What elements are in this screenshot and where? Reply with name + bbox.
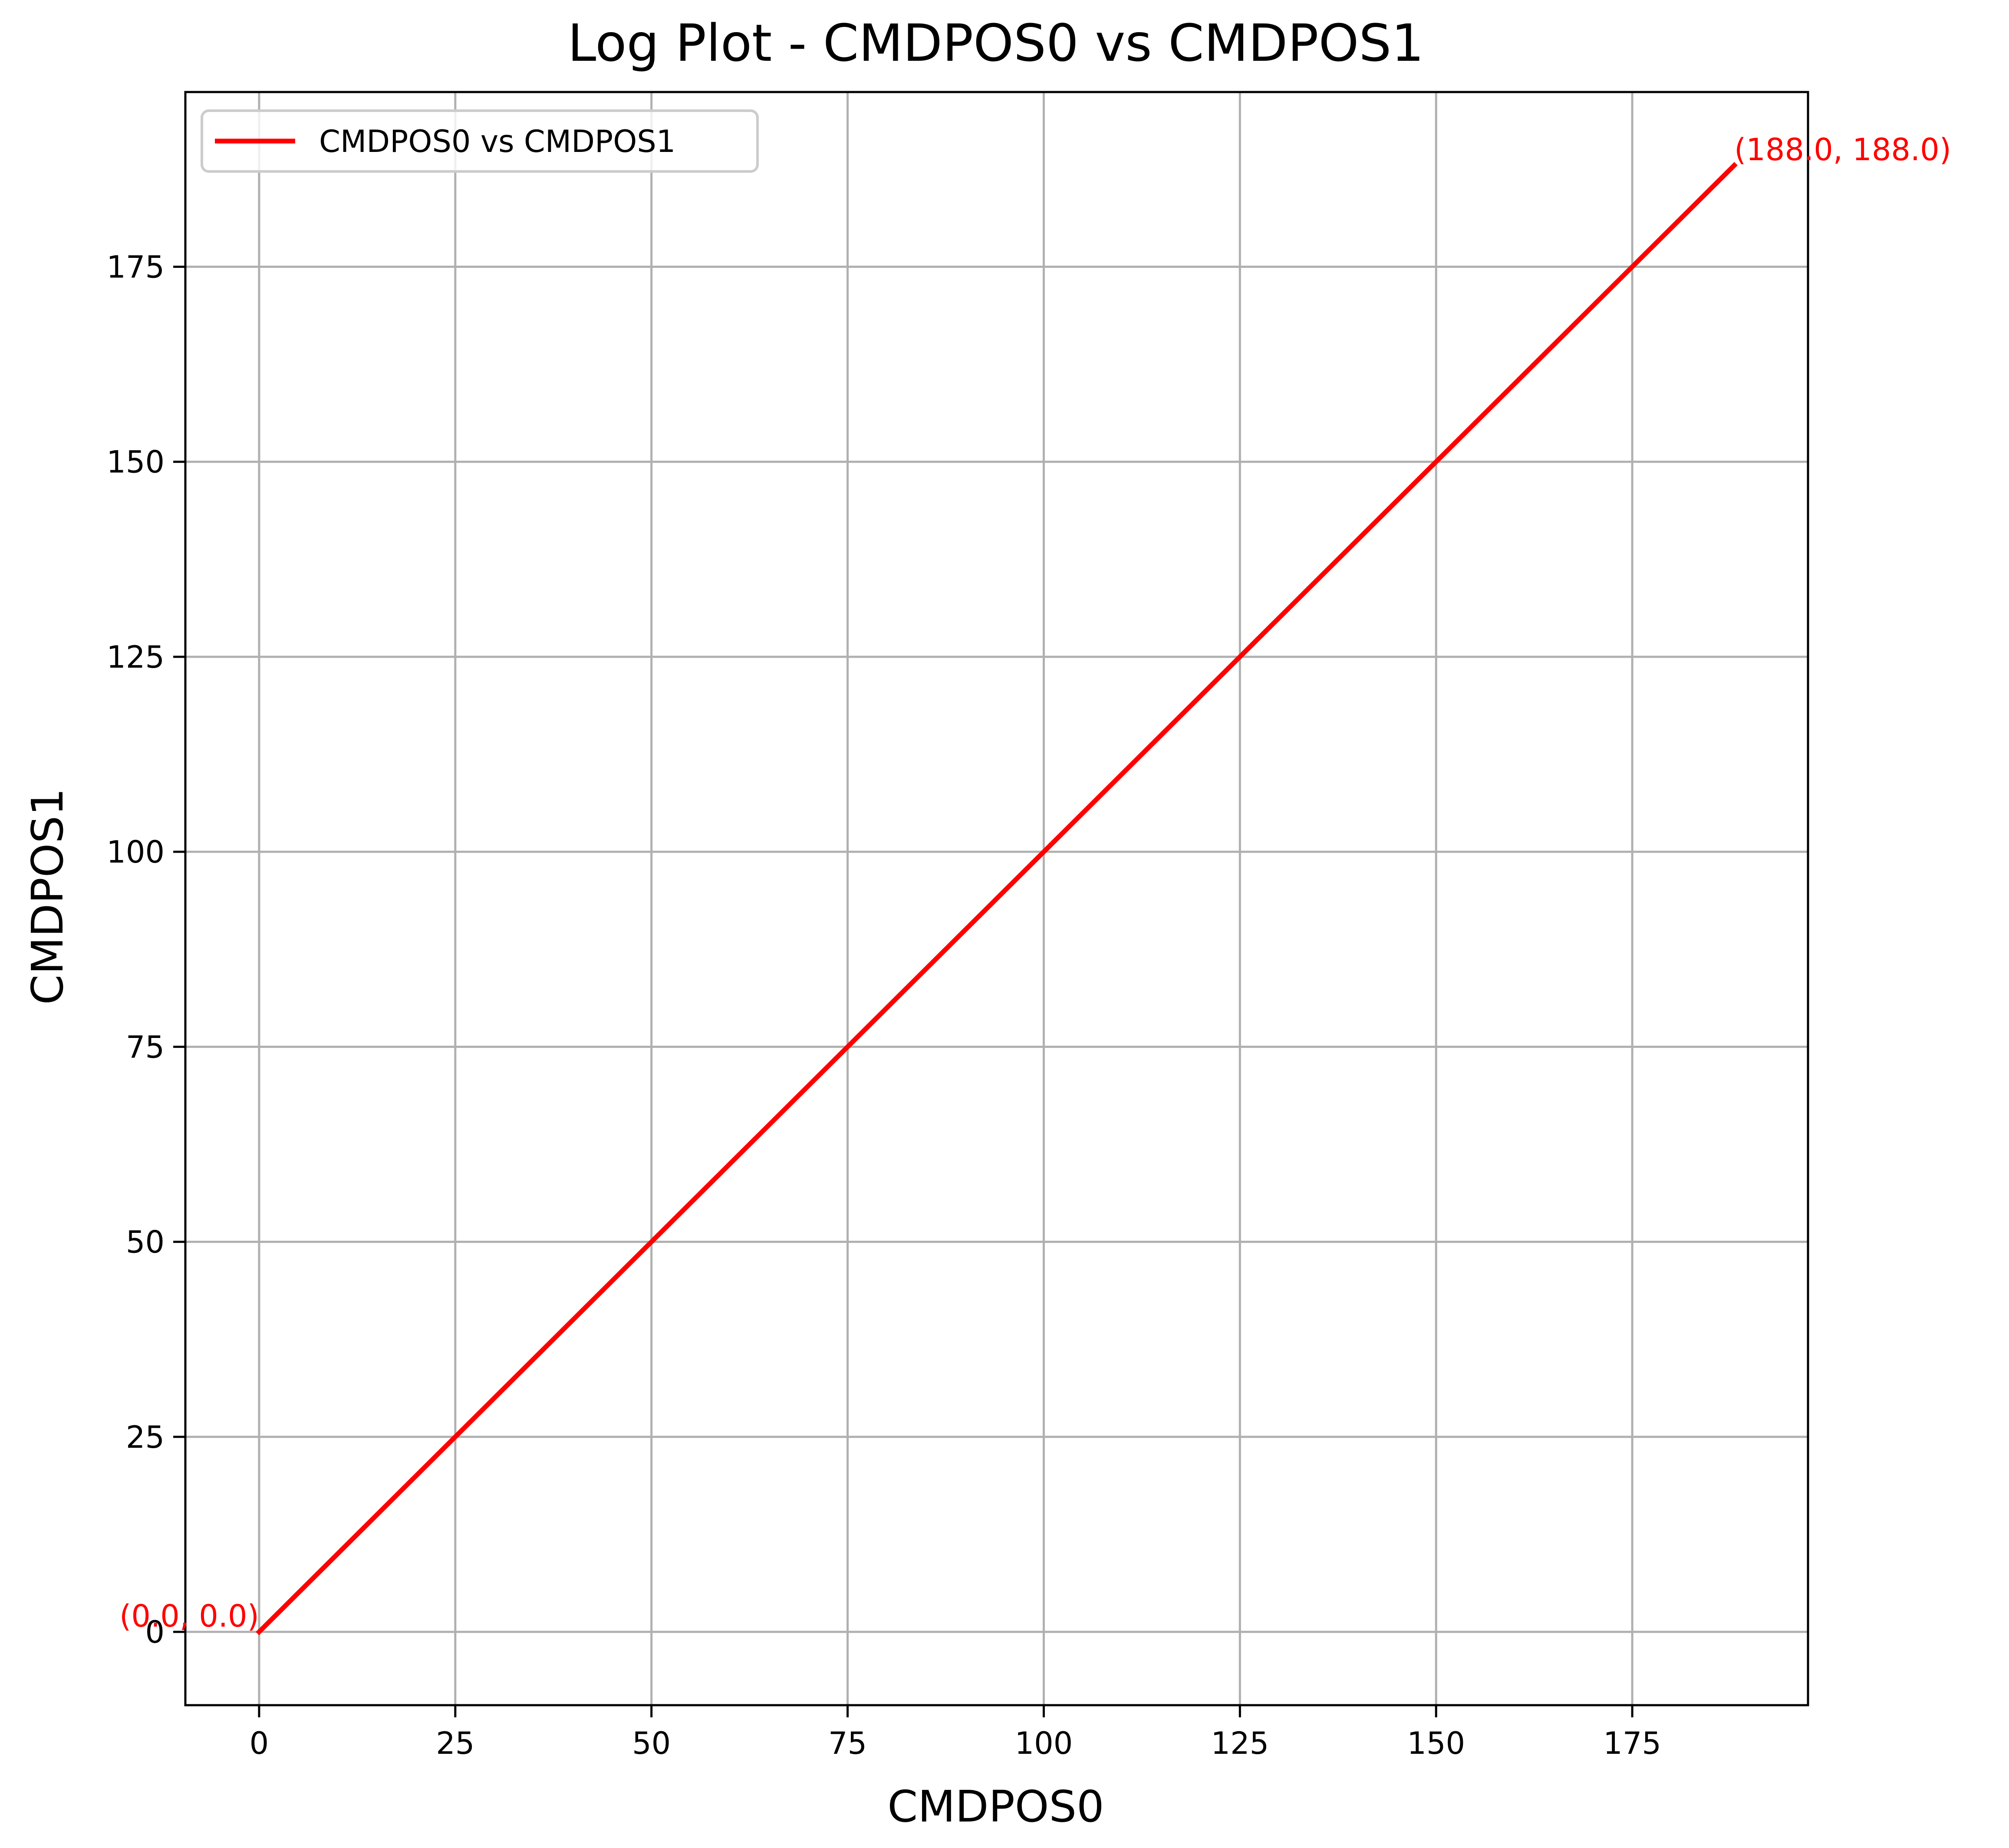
y-tick-label: 0 (145, 1614, 165, 1650)
x-tick-label: 25 (436, 1726, 474, 1761)
grid-lines (185, 92, 1808, 1705)
x-tick-label: 75 (828, 1726, 867, 1761)
series-layer (256, 162, 1738, 1635)
point-annotation: (188.0, 188.0) (1734, 132, 1951, 168)
axes-frame (184, 91, 1809, 1706)
point-annotations: (0.0, 0.0) (188.0, 188.0) (119, 132, 1951, 1634)
point-annotation: (0.0, 0.0) (119, 1598, 259, 1634)
y-tick-label: 175 (106, 250, 165, 285)
x-tick-label: 0 (250, 1726, 269, 1761)
x-tick-label: 125 (1211, 1726, 1269, 1761)
legend: CMDPOS0 vs CMDPOS1 (201, 109, 759, 173)
legend-label: CMDPOS0 vs CMDPOS1 (319, 124, 675, 159)
y-tick-label: 75 (126, 1029, 165, 1065)
chart-title: Log Plot - CMDPOS0 vs CMDPOS1 (568, 13, 1424, 73)
x-tick-label: 100 (1015, 1726, 1073, 1761)
y-tick-label: 150 (106, 445, 165, 480)
x-axis-label: CMDPOS0 (887, 1781, 1104, 1832)
y-axis-label: CMDPOS1 (22, 788, 73, 1005)
y-tick-label: 25 (126, 1420, 165, 1455)
y-tick-label: 50 (126, 1225, 165, 1260)
x-tick-label: 150 (1407, 1726, 1465, 1761)
legend-box (201, 109, 759, 173)
y-tick-label: 100 (106, 834, 165, 870)
tick-marks: 0 25 50 75 100 125 150 175 0 25 50 75 100 125 150 175 (106, 250, 1661, 1761)
series-line (256, 162, 1738, 1635)
y-tick-label: 125 (106, 639, 165, 675)
plot-frame (184, 91, 1809, 1706)
x-tick-label: 50 (632, 1726, 671, 1761)
x-tick-label: 175 (1603, 1726, 1661, 1761)
